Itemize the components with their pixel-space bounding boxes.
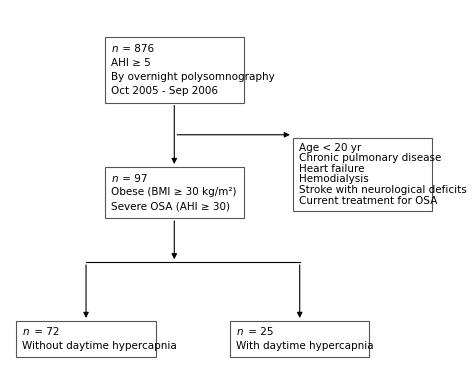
FancyBboxPatch shape bbox=[16, 321, 155, 358]
Text: Chronic pulmonary disease: Chronic pulmonary disease bbox=[299, 153, 441, 163]
Text: $\mathit{n}$: $\mathit{n}$ bbox=[236, 327, 244, 337]
Text: $\mathit{n}$: $\mathit{n}$ bbox=[110, 43, 118, 53]
FancyBboxPatch shape bbox=[293, 138, 432, 211]
Text: With daytime hypercapnia: With daytime hypercapnia bbox=[236, 341, 374, 351]
Text: $\mathit{n}$: $\mathit{n}$ bbox=[110, 174, 118, 184]
Text: By overnight polysomnography: By overnight polysomnography bbox=[110, 72, 274, 82]
FancyBboxPatch shape bbox=[105, 37, 244, 103]
Text: Obese (BMI ≥ 30 kg/m²): Obese (BMI ≥ 30 kg/m²) bbox=[110, 187, 236, 197]
Text: = 72: = 72 bbox=[31, 327, 60, 337]
Text: Without daytime hypercapnia: Without daytime hypercapnia bbox=[22, 341, 177, 351]
Text: Hemodialysis: Hemodialysis bbox=[299, 175, 368, 184]
Text: Current treatment for OSA: Current treatment for OSA bbox=[299, 196, 437, 206]
Text: Age < 20 yr: Age < 20 yr bbox=[299, 142, 361, 153]
Text: = 876: = 876 bbox=[119, 43, 155, 53]
Text: Oct 2005 - Sep 2006: Oct 2005 - Sep 2006 bbox=[110, 86, 218, 96]
Text: Severe OSA (AHI ≥ 30): Severe OSA (AHI ≥ 30) bbox=[110, 202, 229, 211]
Text: = 97: = 97 bbox=[119, 174, 148, 184]
Text: Stroke with neurological deficits: Stroke with neurological deficits bbox=[299, 185, 466, 195]
Text: = 25: = 25 bbox=[245, 327, 273, 337]
FancyBboxPatch shape bbox=[105, 167, 244, 218]
Text: $\mathit{n}$: $\mathit{n}$ bbox=[22, 327, 30, 337]
FancyBboxPatch shape bbox=[230, 321, 369, 358]
Text: AHI ≥ 5: AHI ≥ 5 bbox=[110, 58, 150, 68]
Text: Heart failure: Heart failure bbox=[299, 164, 365, 174]
